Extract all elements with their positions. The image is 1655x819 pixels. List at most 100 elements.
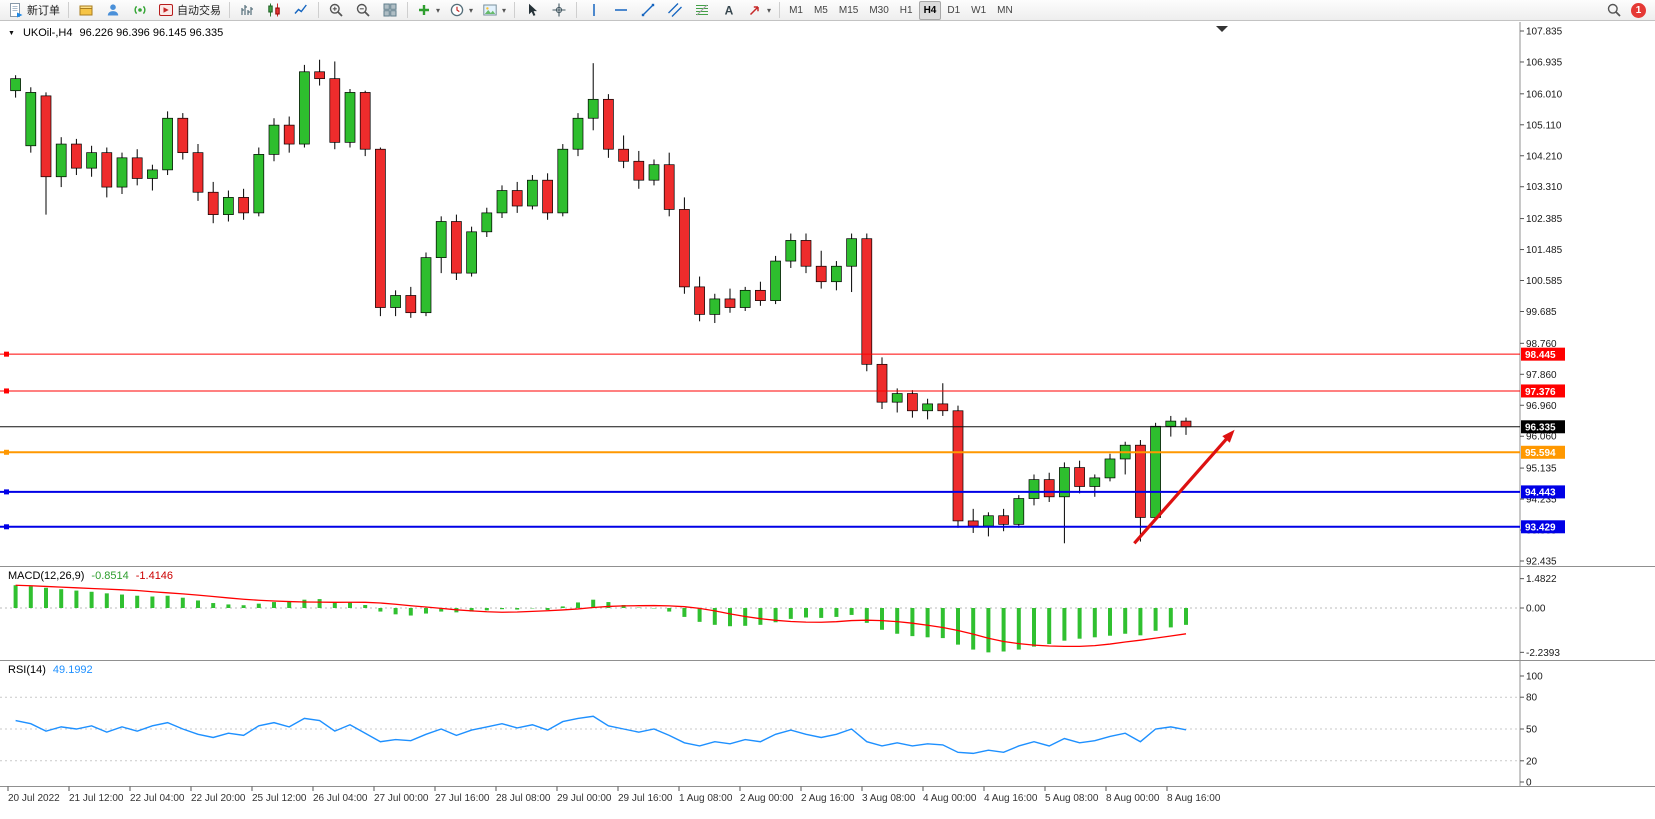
periods-button[interactable]: ▾ [445, 0, 477, 20]
rsi-axis-tick: 50 [1526, 725, 1538, 736]
image-icon [482, 2, 498, 18]
bars-icon [239, 2, 255, 18]
svg-text:104.210: 104.210 [1526, 151, 1563, 162]
candle-body [1013, 498, 1025, 525]
macd-histogram [13, 585, 1188, 653]
svg-text:27 Jul 16:00: 27 Jul 16:00 [435, 793, 490, 804]
candlestick-chart-button[interactable] [261, 0, 287, 20]
horizontal-line-button[interactable] [608, 0, 634, 20]
text-button[interactable]: A [716, 0, 742, 20]
line-handle[interactable] [4, 388, 9, 394]
channel-button[interactable] [662, 0, 688, 20]
zoom-out-button[interactable] [350, 0, 376, 20]
cursor-button[interactable] [519, 0, 545, 20]
data-window-button[interactable] [100, 0, 126, 20]
candlestick-series[interactable] [10, 59, 1192, 544]
candle-body [542, 179, 553, 214]
indicators-button[interactable]: ▾ [412, 0, 444, 20]
new-order-button[interactable]: 新订单 [4, 0, 64, 20]
candle-body [770, 260, 781, 301]
candle-body [1074, 467, 1085, 487]
price-tag [1521, 485, 1565, 499]
cursor-icon [524, 2, 540, 18]
trend-arrow[interactable] [1133, 435, 1230, 545]
candle-body [511, 190, 523, 207]
dropdown-arrow-icon[interactable]: ▾ [502, 5, 507, 15]
timeframe-m15-button[interactable]: M15 [838, 4, 859, 16]
notification-badge[interactable]: 1 [1631, 2, 1646, 18]
line-handle[interactable] [4, 489, 9, 495]
svg-text:4 Aug 00:00: 4 Aug 00:00 [923, 793, 977, 804]
svg-text:93.429: 93.429 [1525, 523, 1556, 534]
timeframe-h4-button[interactable]: H4 [918, 0, 942, 20]
candle-body [587, 98, 599, 119]
candle-body [177, 117, 189, 154]
chart-dropdown-icon[interactable]: ▼ [8, 29, 15, 37]
line-chart-button[interactable] [288, 0, 314, 20]
candle-body [709, 298, 721, 315]
candle-body [359, 92, 371, 150]
timeframe-m30-button[interactable]: M30 [869, 4, 889, 16]
candle-body [207, 191, 219, 215]
vertical-line-button[interactable] [581, 0, 607, 20]
candle-body [1089, 477, 1101, 487]
macd-axis-tick: 0.00 [1526, 604, 1546, 615]
toolbar-separator [576, 2, 578, 18]
channel-icon [667, 2, 683, 18]
candle-body [390, 295, 401, 308]
dropdown-arrow-icon[interactable]: ▾ [767, 5, 772, 15]
dropdown-arrow-icon[interactable]: ▾ [436, 5, 441, 15]
timeframe-m1-button[interactable]: M1 [789, 4, 803, 16]
textA-icon: A [721, 2, 737, 18]
zoom-in-button[interactable] [323, 0, 349, 20]
arrows-button[interactable]: ▾ [743, 0, 775, 20]
price-tag [1521, 420, 1565, 434]
timeframe-d1-button[interactable]: D1 [947, 4, 961, 16]
price-axis[interactable]: 107.835 106.935 106.010 105.110 104.210 103.3… [1520, 27, 1563, 568]
signals-button[interactable] [127, 0, 153, 20]
trend-arrow-head[interactable] [1222, 429, 1235, 443]
svg-text:97.860: 97.860 [1526, 370, 1557, 381]
line-handle[interactable] [4, 351, 9, 357]
timeframe-mn-button[interactable]: MN [997, 4, 1013, 16]
svg-text:26 Jul 04:00: 26 Jul 04:00 [313, 793, 368, 804]
candles-icon [266, 2, 282, 18]
svg-text:96.960: 96.960 [1526, 401, 1557, 412]
search-button[interactable] [1601, 0, 1627, 20]
fibonacci-button[interactable] [689, 0, 715, 20]
candle-body [967, 520, 979, 527]
candle-body [618, 148, 629, 162]
market-watch-button[interactable] [73, 0, 99, 20]
candle-body [937, 403, 949, 412]
price-chart-canvas[interactable]: 107.835 106.935 106.010 105.110 104.210 103.3… [0, 22, 1655, 819]
time-axis[interactable]: 20 Jul 2022 21 Jul 12:00 22 Jul 04:00 22 Ju… [7, 786, 1221, 805]
bar-chart-button[interactable] [234, 0, 260, 20]
templates-button[interactable]: ▾ [478, 0, 510, 20]
crosshair-button[interactable] [546, 0, 572, 20]
timeframe-w1-button[interactable]: W1 [971, 4, 987, 16]
candle-body [131, 157, 143, 179]
autotrading-button[interactable]: 自动交易 [154, 0, 225, 20]
line-handle[interactable] [4, 449, 9, 455]
svg-text:100.585: 100.585 [1526, 276, 1563, 287]
candle-body [998, 515, 1009, 525]
candle-body [329, 78, 341, 143]
dropdown-arrow-icon[interactable]: ▾ [469, 5, 474, 15]
line-handle[interactable] [4, 524, 9, 530]
chart-shift-marker[interactable] [1216, 26, 1228, 32]
price-tag [1521, 520, 1565, 534]
candle-body [375, 148, 386, 308]
timeframe-m5-button[interactable]: M5 [813, 4, 828, 16]
tile-windows-button[interactable] [377, 0, 403, 20]
candle-body [861, 238, 873, 365]
svg-text:96.335: 96.335 [1525, 423, 1556, 434]
candle-body [71, 143, 82, 169]
candle-body [466, 231, 477, 274]
svg-text:2 Aug 00:00: 2 Aug 00:00 [740, 793, 794, 804]
toolbar-separator [514, 2, 516, 18]
price-tag [1521, 347, 1565, 361]
svg-text:4 Aug 16:00: 4 Aug 16:00 [984, 793, 1038, 804]
trendline-button[interactable] [635, 0, 661, 20]
candle-body [1043, 479, 1055, 498]
timeframe-h1-button[interactable]: H1 [899, 4, 913, 16]
